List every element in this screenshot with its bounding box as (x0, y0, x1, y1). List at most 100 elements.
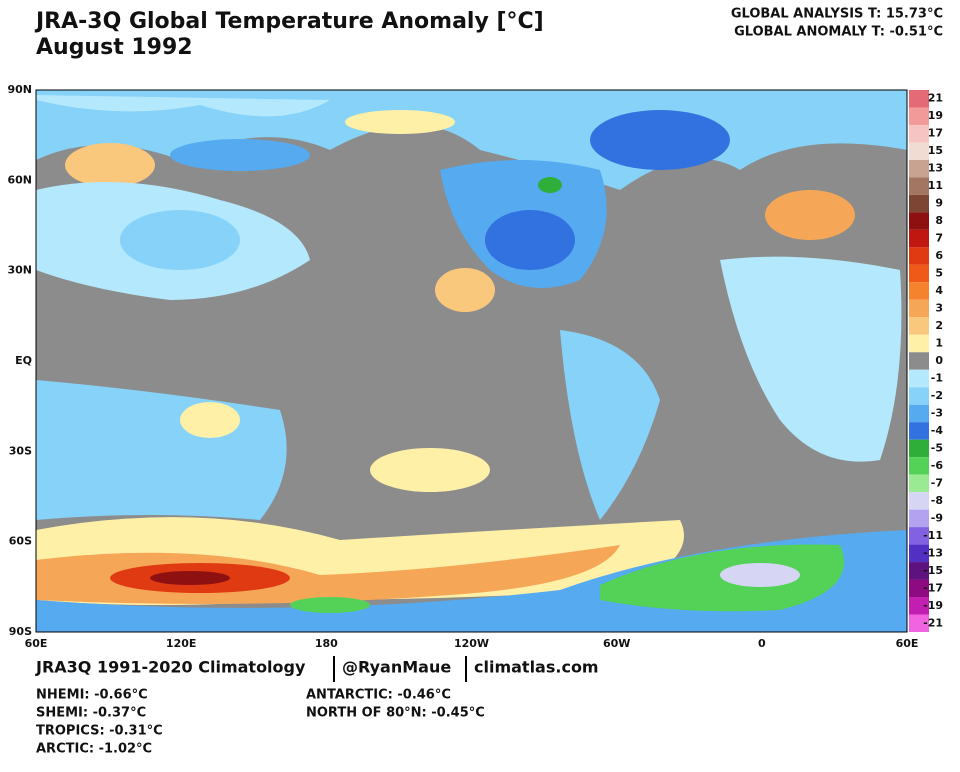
colorbar-label: -19 (923, 599, 943, 612)
colorbar-swatch (909, 439, 929, 458)
anomaly-region (720, 563, 800, 587)
colorbar-swatch (909, 614, 929, 632)
lat-label: 90S (9, 625, 32, 638)
colorbar-swatch (909, 544, 929, 563)
lon-label: 60W (603, 637, 630, 650)
colorbar-swatch (909, 474, 929, 493)
colorbar-label: 5 (935, 267, 943, 280)
colorbar-label: 15 (928, 144, 943, 157)
lon-label: 120W (454, 637, 489, 650)
colorbar-swatch (909, 124, 929, 143)
stat: NORTH OF 80°N: -0.45°C (306, 706, 485, 721)
colorbar-swatch (909, 264, 929, 283)
anomaly-region (290, 597, 370, 613)
colorbar-label: 7 (935, 232, 943, 245)
lat-label: 60S (9, 535, 32, 548)
colorbar-label: 3 (935, 302, 943, 315)
colorbar-label: -5 (931, 441, 943, 454)
colorbar-swatch (909, 282, 929, 300)
colorbar-label: 8 (935, 214, 943, 227)
stat: SHEMI: -0.37°C (36, 706, 146, 721)
anomaly-region (560, 330, 660, 520)
lat-label: EQ (15, 354, 32, 367)
colorbar-label: 0 (935, 354, 943, 367)
anomaly-region (36, 95, 330, 117)
colorbar-swatch (909, 404, 929, 423)
lon-label: 60E (25, 637, 48, 650)
lat-label: 90N (7, 83, 32, 96)
footer-author: @RyanMaue (342, 658, 451, 677)
colorbar-swatch (909, 299, 929, 318)
colorbar-label: -11 (923, 529, 943, 542)
global-anomaly: GLOBAL ANOMALY T: -0.51°C (734, 25, 943, 40)
colorbar-label: 9 (935, 197, 943, 210)
colorbar-label: -2 (931, 389, 943, 402)
anomaly-region (370, 448, 490, 492)
map (35, 89, 908, 633)
colorbar-label: -15 (923, 564, 943, 577)
lon-label: 180 (315, 637, 338, 650)
colorbar-label: 6 (935, 249, 943, 262)
lon-label: 0 (758, 637, 766, 650)
colorbar-swatch (909, 562, 929, 580)
colorbar-swatch (909, 492, 929, 510)
colorbar-label: 1 (935, 337, 943, 350)
anomaly-region (180, 402, 240, 438)
colorbar-swatch (909, 579, 929, 598)
title: JRA-3Q Global Temperature Anomaly [°C] (34, 9, 544, 34)
colorbar-label: -17 (923, 581, 943, 594)
colorbar-label: -8 (931, 494, 943, 507)
lat-label: 30S (9, 444, 32, 457)
colorbar-swatch (909, 509, 929, 528)
colorbar-label: -4 (931, 424, 944, 437)
anomaly-region (765, 190, 855, 240)
colorbar-label: 11 (928, 179, 943, 192)
anomaly-region (170, 139, 310, 171)
stat: ARCTIC: -1.02°C (36, 742, 152, 757)
colorbar-label: -7 (931, 476, 943, 489)
colorbar-swatch (909, 422, 929, 440)
colorbar-swatch (909, 369, 929, 388)
stats: NHEMI: -0.66°C SHEMI: -0.37°C TROPICS: -0.… (36, 688, 485, 757)
colorbar-swatch (909, 527, 929, 545)
colorbar-swatch (909, 177, 929, 195)
map-frame (35, 89, 908, 633)
lon-label: 120E (166, 637, 196, 650)
colorbar-swatch (909, 387, 929, 405)
stat: ANTARCTIC: -0.46°C (306, 688, 451, 703)
lon-label: 60E (896, 637, 919, 650)
colorbar-label: -13 (923, 546, 943, 559)
colorbar-swatch (909, 142, 929, 160)
colorbar-swatch (909, 597, 929, 615)
colorbar: 2119171513119876543210-1-2-3-4-5-6-7-8-9… (909, 90, 943, 632)
anomaly-region (345, 110, 455, 134)
colorbar-label: 13 (928, 162, 943, 175)
colorbar-label: 17 (928, 127, 943, 140)
lat-label: 30N (7, 264, 32, 277)
colorbar-label: -6 (931, 459, 944, 472)
colorbar-swatch (909, 334, 929, 353)
colorbar-label: 19 (928, 109, 943, 122)
colorbar-label: 21 (928, 92, 943, 105)
anomaly-region (720, 256, 902, 462)
anomaly-region (485, 210, 575, 270)
anomaly-region (65, 143, 155, 187)
anomaly-region (120, 210, 240, 270)
anomaly-region (538, 177, 562, 193)
colorbar-swatch (909, 90, 929, 108)
anomaly-region (590, 110, 730, 170)
footer-source: JRA3Q 1991-2020 Climatology (35, 658, 306, 677)
colorbar-label: 4 (935, 284, 943, 297)
colorbar-swatch (909, 159, 929, 178)
stat: NHEMI: -0.66°C (36, 688, 148, 703)
footer-site: climatlas.com (474, 658, 599, 677)
colorbar-swatch (909, 457, 929, 475)
anomaly-region (435, 268, 495, 312)
subtitle: August 1992 (36, 35, 193, 60)
colorbar-swatch (909, 317, 929, 335)
stat: TROPICS: -0.31°C (36, 724, 163, 739)
anomaly-region (150, 571, 230, 585)
colorbar-label: -9 (931, 511, 943, 524)
